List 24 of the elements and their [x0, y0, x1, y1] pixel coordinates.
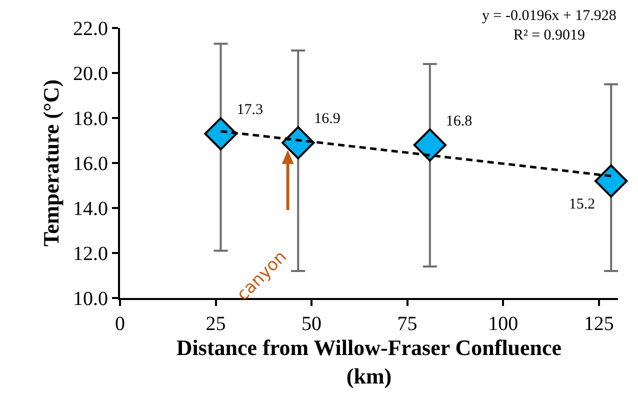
- y-tick-label: 14.0: [73, 198, 108, 220]
- x-tick-label: 25: [206, 313, 226, 335]
- point: [413, 128, 447, 162]
- data-label: 17.3: [236, 102, 263, 118]
- y-tick-label: 20.0: [73, 63, 108, 85]
- x-tick-label: 100: [488, 313, 518, 335]
- x-axis-title: Distance from Willow-Fraser Confluence (km): [176, 335, 562, 389]
- point: [204, 117, 238, 150]
- point: [594, 164, 628, 198]
- x-tick-label: 50: [302, 313, 322, 335]
- y-tick-label: 22.0: [73, 18, 108, 40]
- y-tick-label: 10.0: [73, 288, 108, 310]
- point: [282, 126, 315, 160]
- data-label: 16.9: [314, 111, 340, 127]
- x-tick-label: 0: [115, 313, 125, 335]
- y-tick-label: 12.0: [73, 243, 108, 265]
- y-tick-label: 16.0: [73, 153, 108, 175]
- x-tick-label: 75: [397, 313, 418, 335]
- annotation: y = -0.0196x + 17.928 R² = 0.9019: [482, 8, 616, 44]
- data-label: 15.2: [568, 196, 596, 212]
- x-tick-label: 125: [584, 313, 614, 335]
- data-label: 16.8: [446, 113, 472, 130]
- y-axis-title: Temperature (°C): [38, 79, 64, 247]
- y-tick-label: 18.0: [73, 108, 108, 130]
